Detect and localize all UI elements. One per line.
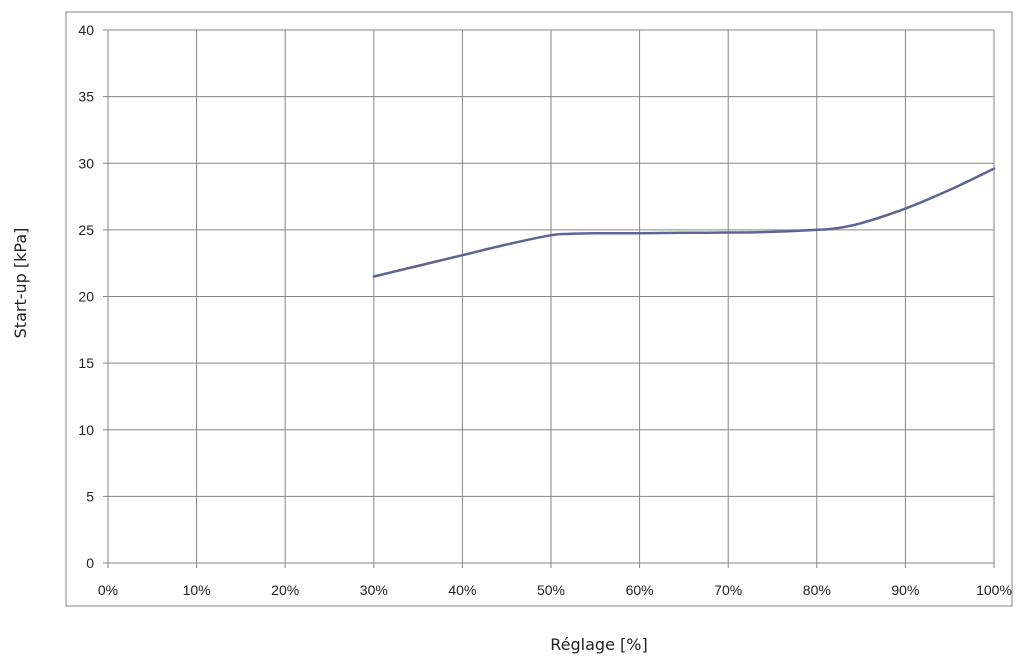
plot-frame	[65, 11, 1013, 607]
series	[372, 167, 996, 278]
x-tick-label: 60%	[626, 582, 654, 598]
axes	[103, 29, 995, 568]
x-tick-label: 50%	[537, 582, 565, 598]
x-tick-label: 80%	[803, 582, 831, 598]
x-tick-label: 20%	[271, 582, 299, 598]
tick-labels: 0 5 10 15 20 25 30 35 40 0% 10% 20% 30% 40% 50% 60% 70% 8…	[78, 22, 1011, 598]
x-tick-label: 90%	[891, 582, 919, 598]
y-tick-label: 40	[78, 22, 94, 38]
y-tick-label: 10	[78, 422, 94, 438]
y-tick-label: 25	[78, 222, 94, 238]
x-tick-label: 70%	[714, 582, 742, 598]
grid	[108, 29, 995, 563]
x-axis-title: Réglage [%]	[550, 635, 647, 654]
x-tick-label: 0%	[98, 582, 118, 598]
y-tick-label: 5	[86, 488, 94, 504]
x-tick-label: 30%	[360, 582, 388, 598]
x-tick-label: 10%	[183, 582, 211, 598]
y-tick-label: 0	[86, 555, 94, 571]
y-tick-label: 15	[78, 355, 94, 371]
series-line	[372, 167, 996, 278]
y-tick-label: 30	[78, 155, 94, 171]
y-tick-label: 20	[78, 289, 94, 305]
y-tick-label: 35	[78, 89, 94, 105]
x-tick-label: 100%	[976, 582, 1012, 598]
x-tick-label: 40%	[448, 582, 476, 598]
y-axis-title: Start-up [kPa]	[11, 228, 30, 339]
